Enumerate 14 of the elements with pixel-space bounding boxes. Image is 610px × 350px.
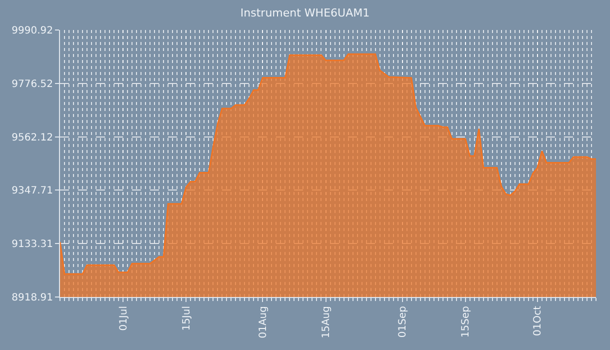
y-tick-label: 9133.31	[12, 239, 53, 250]
x-tick-label: 15Sep	[460, 306, 472, 338]
x-tick-label: 01Jul	[118, 306, 130, 331]
y-tick-label: 8918.91	[12, 292, 53, 304]
y-tick-label: 9562.12	[12, 132, 53, 144]
chart-title: Instrument WHE6UAM1	[240, 6, 370, 20]
x-tick-label: 15Aug	[321, 306, 332, 338]
x-tick-label: 15Jul	[181, 306, 192, 331]
y-tick-label: 9776.52	[12, 78, 53, 90]
x-tick-label: 01Sep	[398, 306, 409, 338]
x-tick-label: 01Oct	[532, 306, 544, 336]
y-tick-label: 9347.71	[12, 186, 53, 197]
y-tick-label: 9990.92	[12, 26, 53, 36]
x-tick-label: 01Aug	[258, 306, 269, 338]
